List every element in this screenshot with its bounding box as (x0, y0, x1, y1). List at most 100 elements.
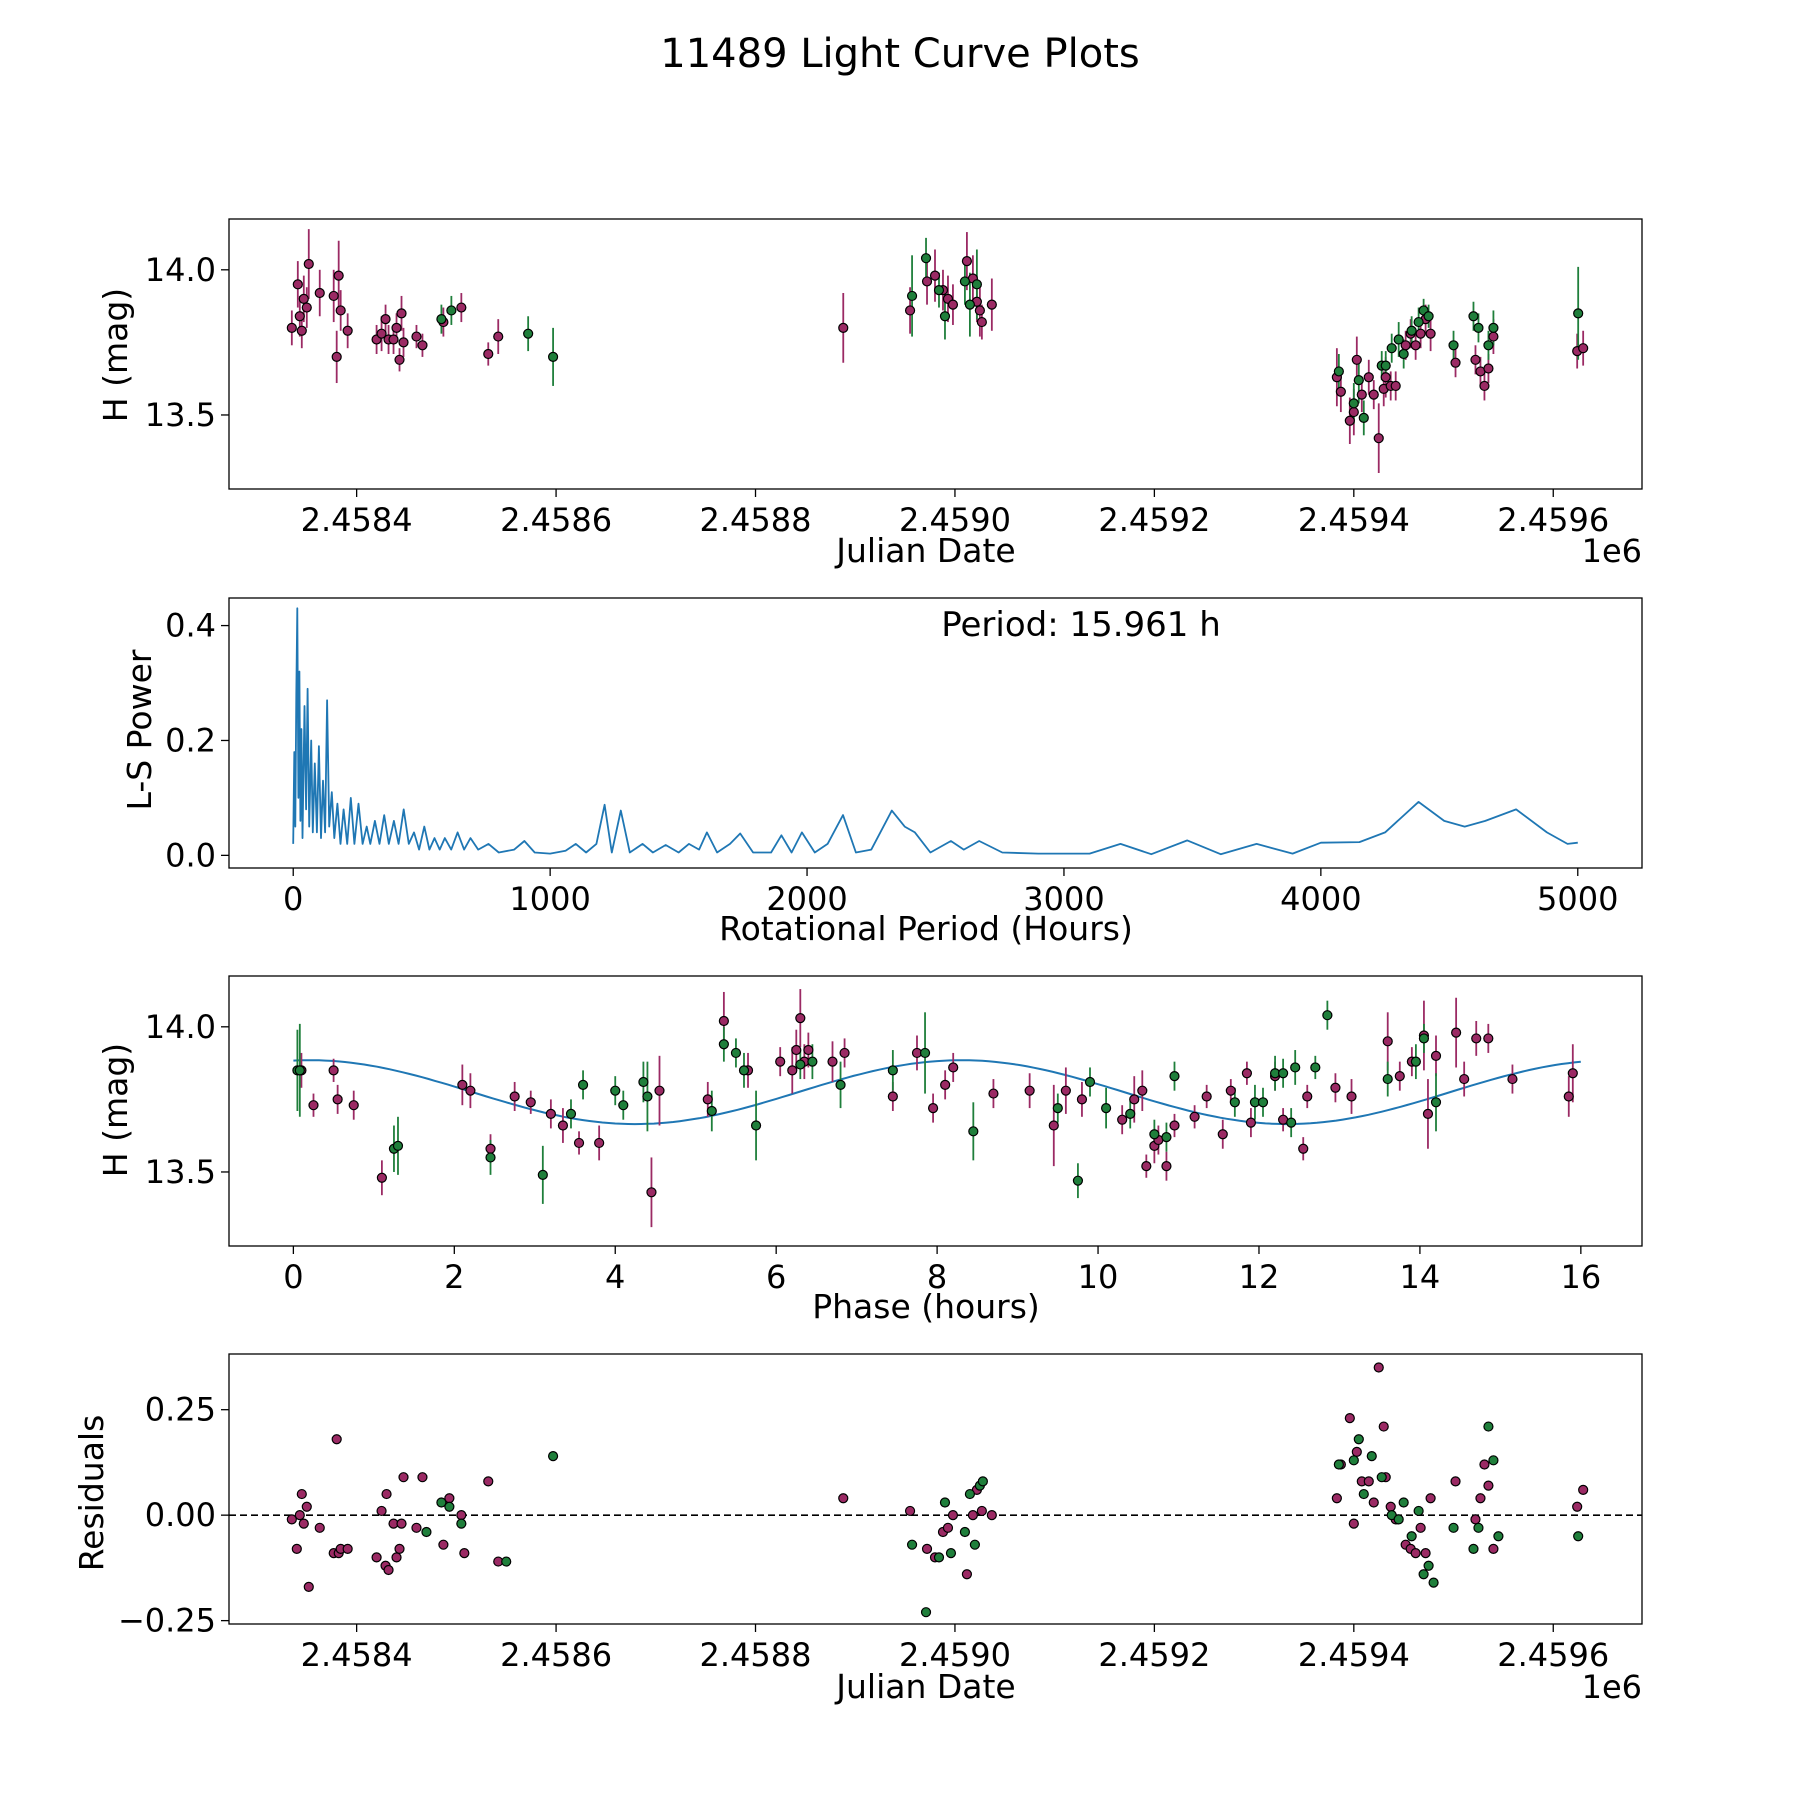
lightcurve-x-tick-label: 2.4594 (1298, 501, 1410, 539)
lightcurve-data-point (1578, 343, 1589, 354)
phase-data-point (1563, 1091, 1574, 1102)
residuals-data-point (547, 1450, 559, 1462)
residuals-data-point (964, 1488, 976, 1500)
phase-x-tick-label: 6 (766, 1258, 786, 1296)
lightcurve-data-point (1380, 372, 1391, 383)
phase-data-point (1346, 1091, 1357, 1102)
phase-data-point (509, 1091, 520, 1102)
lightcurve-data-point (436, 314, 447, 325)
lightcurve-data-point (933, 285, 945, 296)
phase-data-point (485, 1152, 496, 1163)
phase-y-tick-label: 13.5 (145, 1153, 216, 1191)
residuals-data-point (381, 1488, 392, 1500)
residuals-data-point (296, 1488, 307, 1500)
phase-data-point (1129, 1094, 1140, 1105)
phase-data-point (1278, 1068, 1289, 1079)
lightcurve-data-point (1468, 311, 1479, 322)
lightcurve-data-point (1415, 328, 1426, 339)
lightcurve-data-point (301, 302, 312, 313)
periodogram-y-tick-label: 0.2 (165, 721, 216, 759)
phase-data-point (1084, 1076, 1096, 1088)
lightcurve-data-point (1425, 328, 1436, 339)
phase-data-point (646, 1187, 657, 1198)
residuals-data-point (1333, 1459, 1344, 1470)
phase-data-point (795, 1059, 806, 1070)
residuals-data-point (301, 1501, 312, 1512)
residuals-data-point (1488, 1455, 1499, 1466)
phase-data-point (968, 1126, 979, 1137)
phase-data-point (1430, 1050, 1442, 1061)
phase-data-point (835, 1079, 846, 1090)
residuals-data-point (291, 1543, 302, 1555)
residuals-data-point (444, 1501, 455, 1512)
residuals-data-point (1493, 1531, 1504, 1542)
lightcurve-data-point (446, 305, 457, 316)
lightcurve-data-point (1423, 311, 1434, 322)
phase-data-point (1241, 1068, 1253, 1079)
periodogram-x-tick-label: 4000 (1280, 880, 1361, 918)
residuals-x-tick-label: 2.4596 (1497, 1636, 1609, 1674)
phase-data-point (1382, 1036, 1393, 1047)
phase-data-point (618, 1100, 629, 1111)
lightcurve-data-point (1413, 316, 1424, 328)
phase-data-point (807, 1056, 818, 1067)
residuals-x-tick-label: 2.4588 (700, 1636, 812, 1674)
residuals-data-point (456, 1510, 467, 1521)
phase-data-point (537, 1169, 548, 1180)
residuals-data-point (942, 1522, 954, 1533)
lightcurve-data-point (1348, 406, 1359, 418)
residuals-data-point (456, 1518, 467, 1529)
residuals-data-point (1393, 1514, 1404, 1525)
residuals-x-tick-label: 2.4590 (899, 1636, 1011, 1674)
phase-data-point (1072, 1175, 1084, 1186)
phase-data-point (392, 1140, 404, 1151)
lightcurve-data-point (328, 290, 339, 302)
periodogram-x-tick-label: 5000 (1537, 880, 1618, 918)
residuals-data-point (906, 1539, 918, 1550)
residuals-data-point (314, 1522, 325, 1533)
phase-data-point (1330, 1082, 1341, 1093)
residuals-data-point (1423, 1560, 1434, 1571)
periodogram-panel: L-S Power Rotational Period (Hours) Peri… (120, 597, 1643, 948)
lightcurve-x-axis-label: Julian Date (834, 531, 1016, 570)
phase-data-point (706, 1105, 717, 1117)
residuals-data-point (939, 1497, 951, 1508)
residuals-data-point (1578, 1484, 1589, 1495)
phase-data-point (1201, 1091, 1212, 1102)
phase-data-point (457, 1079, 468, 1090)
residuals-data-point (1425, 1493, 1436, 1504)
phase-x-tick-label: 12 (1239, 1258, 1280, 1296)
residuals-data-point (294, 1510, 305, 1521)
phase-data-point (803, 1044, 814, 1056)
phase-data-point (927, 1102, 939, 1114)
phase-data-point (1125, 1108, 1136, 1120)
lightcurve-data-point (1353, 375, 1364, 386)
residuals-data-point (1420, 1548, 1431, 1559)
phase-panel: H (mag) Phase (hours) 0 2 4 6 8 10 12 14 16 13.5 1… (96, 975, 1643, 1326)
residuals-y-tick-label: 0.25 (145, 1391, 216, 1429)
lightcurve-data-point (396, 308, 407, 319)
phase-data-point (557, 1120, 569, 1131)
phase-data-point (332, 1094, 343, 1105)
phase-data-point (1245, 1117, 1257, 1128)
phase-plot-area (292, 989, 1581, 1228)
lightcurve-data-point (292, 279, 303, 290)
lightcurve-y-tick-label: 13.5 (145, 396, 216, 434)
periodogram-y-axis-label: L-S Power (120, 649, 159, 810)
lightcurve-data-point (921, 276, 933, 287)
lightcurve-data-point (974, 305, 985, 316)
phase-data-point (1422, 1108, 1434, 1120)
lightcurve-x-tick-label: 2.4590 (899, 501, 1011, 539)
lightcurve-data-point (1483, 340, 1494, 351)
residuals-data-point (1348, 1455, 1359, 1466)
residuals-data-point (1479, 1459, 1490, 1470)
phase-data-point (642, 1091, 653, 1102)
lightcurve-data-point (939, 311, 951, 322)
lightcurve-data-point (904, 305, 916, 316)
phase-data-point (919, 1047, 931, 1059)
phase-data-point (348, 1100, 359, 1111)
residuals-data-point (371, 1552, 382, 1563)
lightcurve-data-point (342, 325, 353, 336)
lightcurve-x-offset-label: 1e6 (1582, 532, 1642, 570)
lightcurve-data-point (333, 270, 344, 281)
